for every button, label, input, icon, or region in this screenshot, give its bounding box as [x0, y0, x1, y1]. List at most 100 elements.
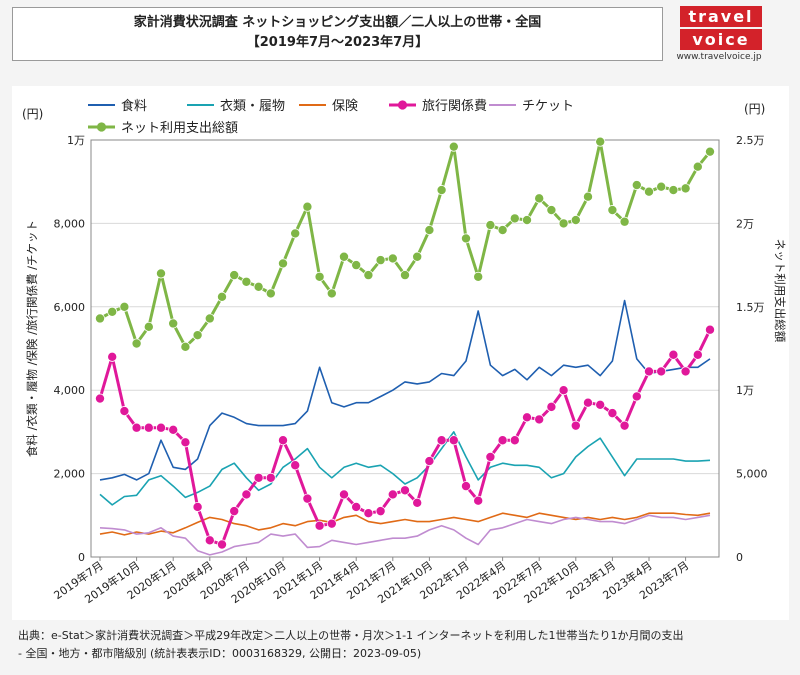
legend-item: ネット利用支出総額	[88, 121, 238, 136]
series-point	[692, 161, 703, 172]
series-point	[387, 489, 398, 500]
series-point	[253, 281, 264, 292]
series-point	[192, 330, 203, 341]
series-point	[119, 406, 130, 417]
legend-item: 衣類・履物	[187, 98, 285, 114]
series-point	[241, 276, 252, 287]
series-point	[180, 437, 191, 448]
series-point	[546, 205, 557, 216]
series-point	[363, 270, 374, 281]
series-point	[277, 258, 288, 269]
series-point	[314, 520, 325, 531]
series-point	[448, 141, 459, 152]
series-point	[314, 271, 325, 282]
left-tick-label: 4,000	[54, 384, 86, 397]
series-point	[680, 366, 691, 377]
series-point	[95, 313, 106, 324]
chart-title-box: 家計消費状況調査 ネットショッピング支出額／二人以上の世帯・全国 【2019年7…	[12, 7, 663, 61]
series-point	[583, 191, 594, 202]
series-point	[326, 518, 337, 529]
series-line-left	[99, 431, 711, 506]
series-point	[229, 506, 240, 517]
series-point	[155, 268, 166, 279]
series-point	[448, 435, 459, 446]
series-point	[131, 422, 142, 433]
series-point	[216, 539, 227, 550]
right-axis-unit: (円)	[744, 102, 765, 116]
series-point	[509, 213, 520, 224]
series-point	[619, 216, 630, 227]
series-point	[375, 506, 386, 517]
left-tick-label: 2,000	[54, 468, 86, 481]
series-point	[473, 495, 484, 506]
left-tick-label: 1万	[67, 134, 85, 147]
series-point	[558, 218, 569, 229]
source-line-2: - 全国・地方・都市階級別 (統計表表示ID：0003168329, 公開日：2…	[18, 647, 422, 660]
series-point	[326, 288, 337, 299]
series-point	[619, 420, 630, 431]
series-point	[204, 313, 215, 324]
series-point	[302, 493, 313, 504]
series-point	[460, 481, 471, 492]
legend-label: 食料	[121, 98, 147, 114]
series-point	[644, 186, 655, 197]
series-point	[265, 288, 276, 299]
series-point	[399, 485, 410, 496]
legend-marker	[96, 122, 107, 132]
series-point	[607, 408, 618, 419]
series-point	[387, 253, 398, 264]
legend-label: ネット利用支出総額	[121, 121, 238, 136]
series-point	[229, 270, 240, 281]
series-point	[107, 306, 118, 317]
series-point	[436, 435, 447, 446]
legend-label: 保険	[332, 99, 358, 114]
right-tick-label: 0	[736, 551, 743, 564]
series-point	[595, 399, 606, 410]
series-point	[253, 472, 264, 483]
series-point	[656, 181, 667, 192]
series-point	[168, 318, 179, 329]
logo-line-voice: voice	[680, 29, 762, 50]
series-point	[607, 205, 618, 216]
series-point	[485, 451, 496, 462]
series-point	[338, 489, 349, 500]
source-note: 出典：e-Stat＞家計消費状況調査＞平成29年改定＞二人以上の世帯・月次＞1-…	[18, 627, 788, 663]
plot-frame	[90, 139, 720, 558]
series-point	[509, 435, 520, 446]
series-point	[143, 321, 154, 332]
series-point	[143, 422, 154, 433]
series-point	[485, 220, 496, 231]
legend-marker	[397, 100, 408, 110]
series-point	[668, 185, 679, 196]
series-point	[119, 301, 130, 312]
series-point	[668, 349, 679, 360]
series-point	[424, 456, 435, 467]
series-point	[351, 260, 362, 271]
series-point	[412, 251, 423, 262]
series-point	[216, 291, 227, 302]
series-point	[521, 215, 532, 226]
series-point	[131, 338, 142, 349]
series-point	[155, 422, 166, 433]
series-point	[351, 501, 362, 512]
legend-item: チケット	[489, 99, 574, 114]
chart-area: 食料 衣類・履物 保険 旅行関係費 チケット ネット利用支出総額 0 0 2,000 5,000…	[12, 86, 789, 620]
series-point	[558, 385, 569, 396]
series-line-left	[99, 512, 711, 536]
series-point	[497, 225, 508, 236]
legend-item: 旅行関係費	[389, 99, 487, 114]
series-point	[375, 255, 386, 266]
legend-item: 保険	[299, 99, 358, 114]
series-point	[107, 351, 118, 362]
series-point	[534, 414, 545, 425]
source-line-1: 出典：e-Stat＞家計消費状況調査＞平成29年改定＞二人以上の世帯・月次＞1-…	[18, 629, 684, 642]
right-tick-label: 1万	[736, 384, 754, 397]
left-tick-label: 8,000	[54, 217, 86, 230]
series-point	[436, 185, 447, 196]
series-point	[265, 472, 276, 483]
series-point	[290, 460, 301, 471]
left-axis-unit: (円)	[22, 107, 43, 121]
chart-title: 家計消費状況調査 ネットショッピング支出額／二人以上の世帯・全国	[133, 15, 542, 30]
